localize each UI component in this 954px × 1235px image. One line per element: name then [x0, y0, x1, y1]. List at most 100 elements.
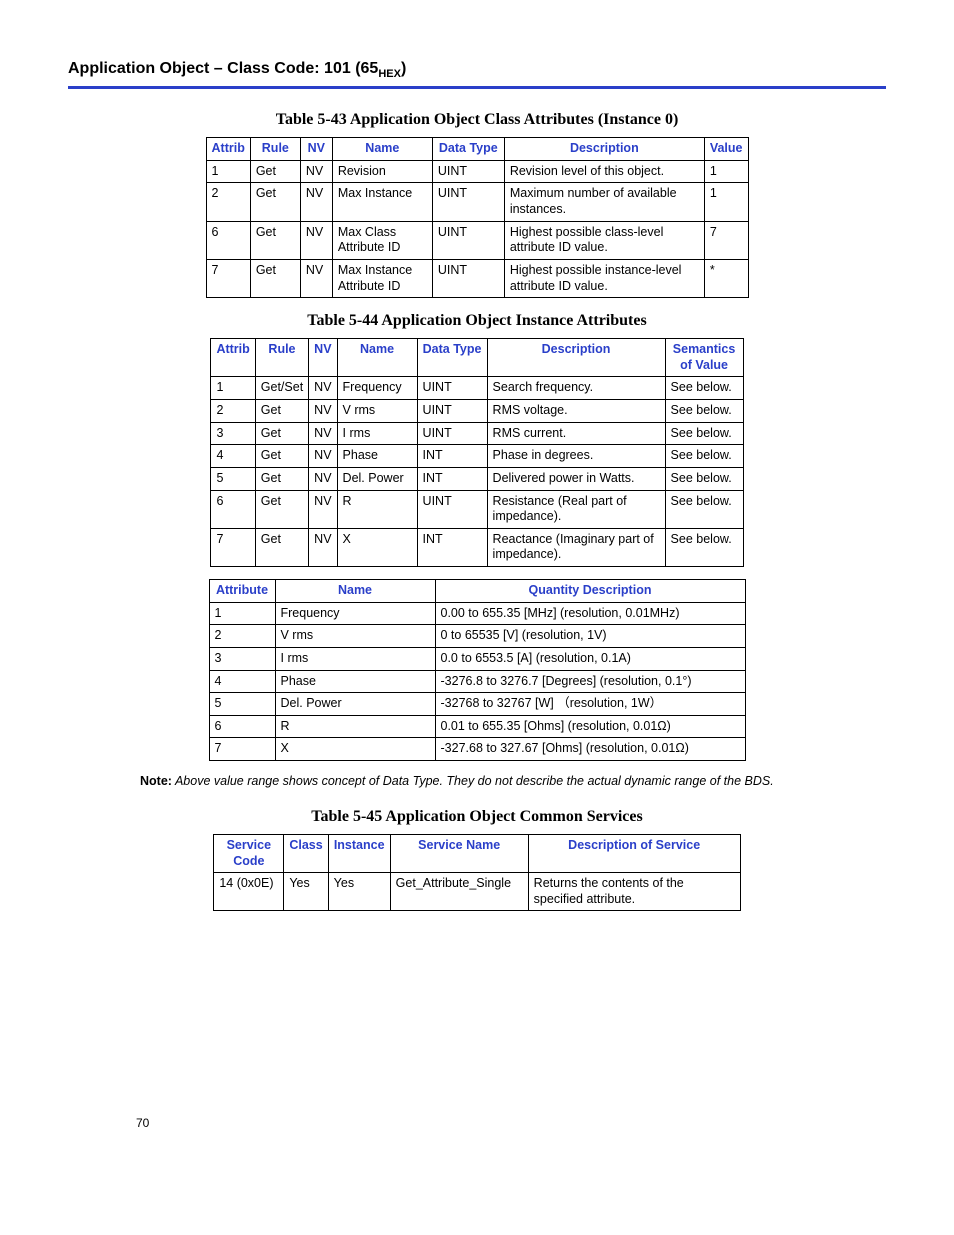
table-cell: X [275, 738, 435, 761]
table-cell: Reactance (Imaginary part of impedance). [487, 528, 665, 566]
table-cell: Highest possible class-level attribute I… [504, 221, 704, 259]
table-cell: I rms [337, 422, 417, 445]
column-header: NV [300, 138, 332, 161]
table-cell: V rms [337, 400, 417, 423]
table-cell: INT [417, 467, 487, 490]
table-cell: * [704, 259, 748, 297]
table-cell: Get [250, 221, 300, 259]
table-cell: UINT [432, 221, 504, 259]
table-cell: Frequency [337, 377, 417, 400]
column-header: Data Type [432, 138, 504, 161]
heading-text: Application Object – Class Code: 101 (65 [68, 60, 378, 77]
column-header: Name [337, 339, 417, 377]
table-cell: Delivered power in Watts. [487, 467, 665, 490]
table-cell: Maximum number of available instances. [504, 183, 704, 221]
table-row: 1Get/SetNVFrequencyUINTSearch frequency.… [211, 377, 743, 400]
table-cell: 5 [209, 693, 275, 716]
table-cell: See below. [665, 377, 743, 400]
table-caption-44: Table 5-44 Application Object Instance A… [68, 312, 886, 330]
table-cell: Get [255, 467, 308, 490]
column-header: Attrib [211, 339, 255, 377]
table-cell: NV [309, 528, 337, 566]
table-cell: UINT [417, 377, 487, 400]
table-cell: Get/Set [255, 377, 308, 400]
table-cell: 2 [209, 625, 275, 648]
table-row: 2GetNVV rmsUINTRMS voltage.See below. [211, 400, 743, 423]
table-cell: Del. Power [337, 467, 417, 490]
table-cell: See below. [665, 400, 743, 423]
table-cell: R [275, 715, 435, 738]
table-cell: See below. [665, 528, 743, 566]
note-label: Note: [140, 774, 172, 788]
table-cell: 0 to 65535 [V] (resolution, 1V) [435, 625, 745, 648]
table-caption-43: Table 5-43 Application Object Class Attr… [68, 111, 886, 129]
table-cell: 3 [209, 647, 275, 670]
table-cell: Get_Attribute_Single [390, 873, 528, 911]
table-cell: Get [250, 183, 300, 221]
table-row: 1GetNVRevisionUINTRevision level of this… [206, 160, 748, 183]
table-row: 3GetNVI rmsUINTRMS current.See below. [211, 422, 743, 445]
table-cell: Get [255, 528, 308, 566]
table-cell: V rms [275, 625, 435, 648]
table-cell: NV [309, 377, 337, 400]
table-cell: Yes [328, 873, 390, 911]
table-cell: Del. Power [275, 693, 435, 716]
table-cell: 6 [211, 490, 255, 528]
note-body: Above value range shows concept of Data … [172, 774, 774, 788]
heading-close: ) [401, 60, 406, 77]
table-caption-45: Table 5-45 Application Object Common Ser… [68, 808, 886, 826]
table-cell: Phase in degrees. [487, 445, 665, 468]
table-cell: Resistance (Real part of impedance). [487, 490, 665, 528]
column-header: Value [704, 138, 748, 161]
column-header: Service Name [390, 834, 528, 872]
section-rule [68, 86, 886, 89]
table-row: 7GetNVMax Instance Attribute IDUINTHighe… [206, 259, 748, 297]
column-header: Description [504, 138, 704, 161]
table-row: 2GetNVMax InstanceUINTMaximum number of … [206, 183, 748, 221]
table-cell: NV [300, 221, 332, 259]
table-cell: UINT [432, 160, 504, 183]
table-cell: NV [309, 422, 337, 445]
table-cell: Yes [284, 873, 328, 911]
column-header: Description [487, 339, 665, 377]
table-cell: 2 [206, 183, 250, 221]
table-cell: Phase [275, 670, 435, 693]
table-row: 6R0.01 to 655.35 [Ohms] (resolution, 0.0… [209, 715, 745, 738]
table-cell: 0.01 to 655.35 [Ohms] (resolution, 0.01Ω… [435, 715, 745, 738]
table-cell: Search frequency. [487, 377, 665, 400]
table-cell: I rms [275, 647, 435, 670]
table-cell: 0.0 to 6553.5 [A] (resolution, 0.1A) [435, 647, 745, 670]
table-cell: UINT [432, 259, 504, 297]
column-header: Class [284, 834, 328, 872]
table-44b: AttributeNameQuantity Description1Freque… [209, 579, 746, 761]
table-cell: Revision level of this object. [504, 160, 704, 183]
table-cell: See below. [665, 467, 743, 490]
table-cell: 7 [209, 738, 275, 761]
column-header: Rule [250, 138, 300, 161]
table-44: AttribRuleNVNameData TypeDescriptionSema… [210, 338, 743, 567]
table-cell: -327.68 to 327.67 [Ohms] (resolution, 0.… [435, 738, 745, 761]
table-cell: RMS voltage. [487, 400, 665, 423]
column-header: Quantity Description [435, 580, 745, 603]
column-header: Attrib [206, 138, 250, 161]
table-cell: Max Class Attribute ID [332, 221, 432, 259]
table-cell: Frequency [275, 602, 435, 625]
table-cell: INT [417, 528, 487, 566]
section-heading: Application Object – Class Code: 101 (65… [68, 60, 886, 80]
column-header: Name [332, 138, 432, 161]
table-cell: 0.00 to 655.35 [MHz] (resolution, 0.01MH… [435, 602, 745, 625]
table-cell: RMS current. [487, 422, 665, 445]
column-header: NV [309, 339, 337, 377]
table-cell: 1 [211, 377, 255, 400]
table-cell: 5 [211, 467, 255, 490]
table-cell: See below. [665, 445, 743, 468]
table-cell: See below. [665, 490, 743, 528]
table-cell: 6 [206, 221, 250, 259]
table-row: 6GetNVMax Class Attribute IDUINTHighest … [206, 221, 748, 259]
column-header: Name [275, 580, 435, 603]
table-cell: -3276.8 to 3276.7 [Degrees] (resolution,… [435, 670, 745, 693]
table-row: 14 (0x0E)YesYesGet_Attribute_SingleRetur… [214, 873, 740, 911]
table-cell: Get [250, 259, 300, 297]
table-cell: Highest possible instance-level attribut… [504, 259, 704, 297]
table-cell: 1 [206, 160, 250, 183]
